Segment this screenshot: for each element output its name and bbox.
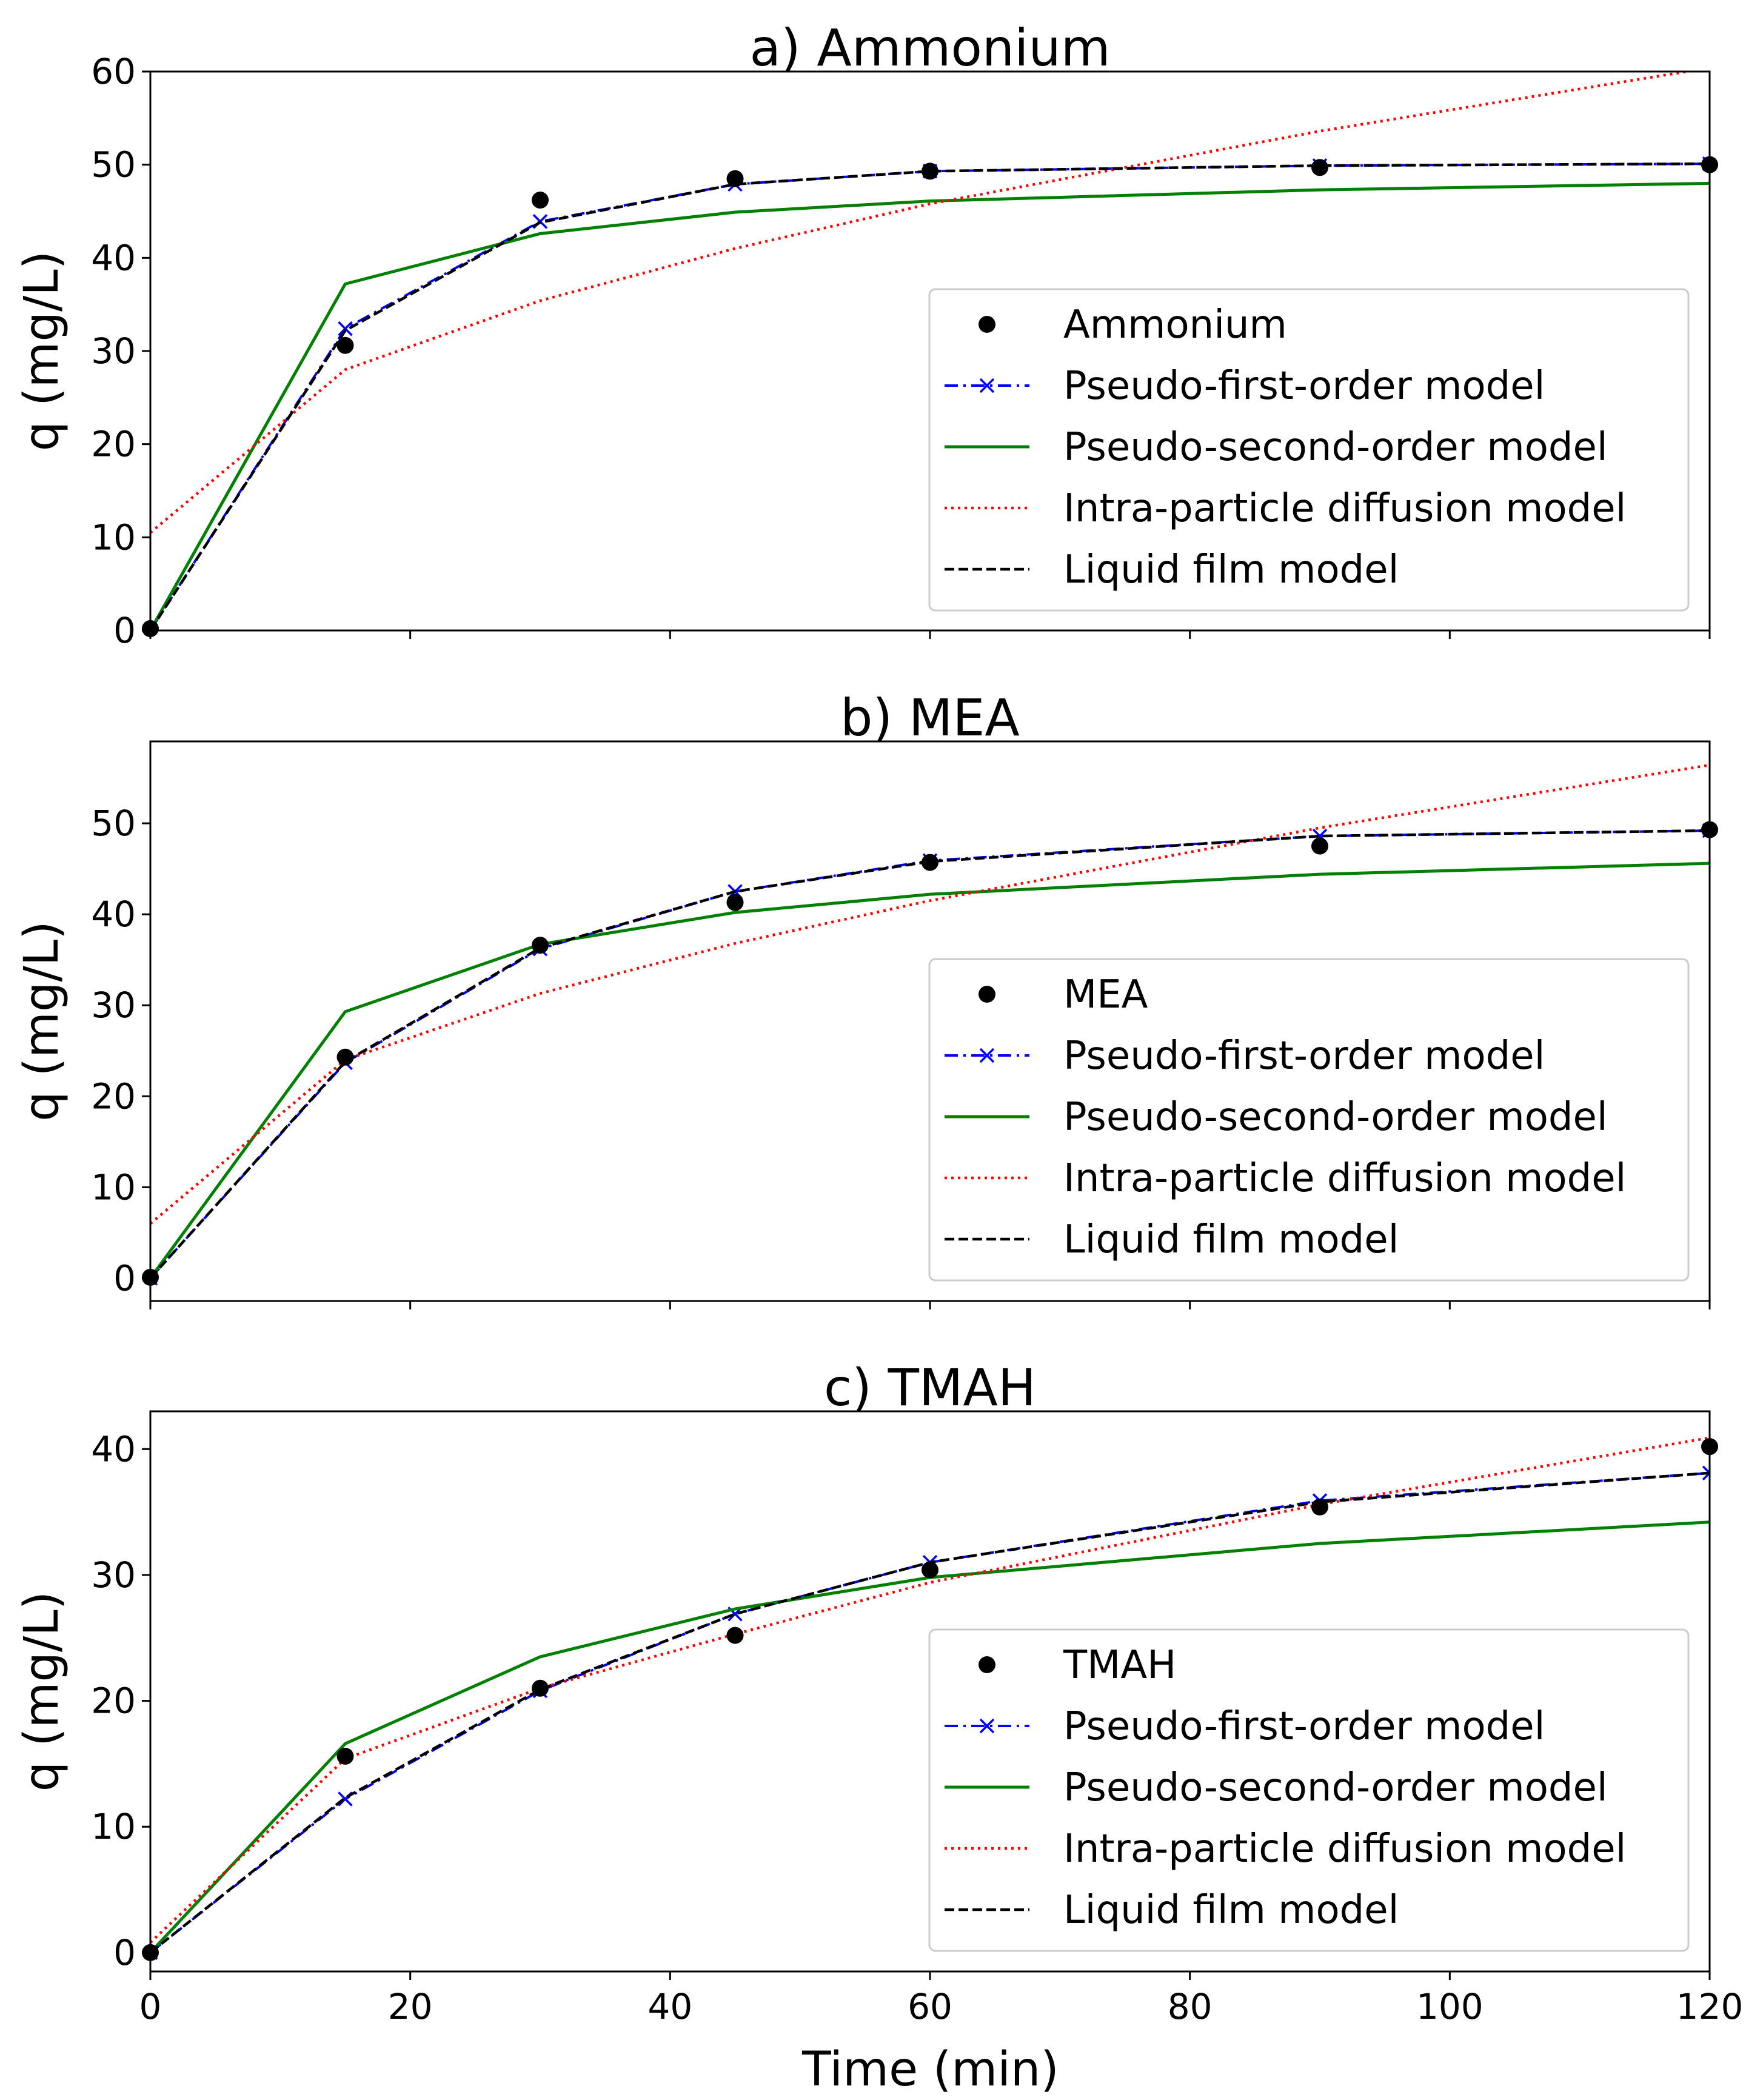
y-tick-label: 20: [91, 424, 136, 465]
data-point: [726, 1627, 744, 1644]
y-tick-label: 10: [91, 1166, 136, 1208]
panel-1: a) Ammonium 0 10 20 30 40 50 60 q (mg/L) Ammonium…: [15, 18, 1718, 651]
data-point: [532, 937, 549, 954]
y-tick-label: 40: [91, 237, 136, 278]
x-tick-label: 0: [139, 1986, 162, 2027]
y-tick-label: 20: [91, 1680, 136, 1722]
y-axis-label: q (mg/L): [15, 921, 69, 1121]
legend-label-ammonium: Ammonium: [1063, 303, 1287, 347]
legend-label-pseudo-second-order-model: Pseudo-second-order model: [1063, 1765, 1608, 1810]
series-line-pseudo-second-order-model: [150, 1520, 1710, 1954]
marker-pseudo-first-order-model: [338, 321, 353, 336]
legend-label-intra-particle-diffusion-model: Intra-particle diffusion model: [1063, 486, 1626, 531]
data-point: [1311, 837, 1328, 855]
legend-label-intra-particle-diffusion-model: Intra-particle diffusion model: [1063, 1156, 1626, 1201]
series-line-pseudo-second-order-model: [150, 861, 1710, 1279]
legend-label-liquid-film-model: Liquid film model: [1063, 547, 1399, 592]
legend: MEA Pseudo-first-order model Pseudo-second…: [928, 958, 1690, 1282]
data-point: [336, 336, 354, 354]
y-tick-label: 50: [91, 144, 136, 186]
legend-label-pseudo-second-order-model: Pseudo-second-order model: [1063, 425, 1608, 470]
legend-handle-tmah: [979, 1656, 995, 1673]
series-line-intra-particle-diffusion-model: [150, 72, 1696, 534]
y-axis-label: q (mg/L): [15, 251, 69, 451]
y-tick-label: 10: [91, 517, 136, 558]
y-tick-label: 10: [91, 1806, 136, 1847]
y-axis-label: q (mg/L): [15, 1591, 69, 1791]
panel-title: b) MEA: [840, 688, 1020, 747]
legend-label-tmah: TMAH: [1063, 1643, 1176, 1688]
x-tick-label: 60: [908, 1986, 952, 2027]
data-point: [532, 1679, 549, 1697]
legend-handle-mea: [979, 986, 995, 1003]
axes-frame: [149, 1410, 1711, 1973]
y-tick-label: 30: [91, 985, 136, 1026]
data-point: [336, 1048, 354, 1066]
legend-label-intra-particle-diffusion-model: Intra-particle diffusion model: [1063, 1827, 1626, 1871]
data-point: [726, 170, 744, 187]
y-tick-label: 30: [91, 1554, 136, 1596]
data-point: [922, 854, 938, 871]
legend-handle-ammonium: [979, 316, 995, 333]
series-line-liquid-film-model: [150, 829, 1710, 1279]
legend-label-liquid-film-model: Liquid film model: [1063, 1888, 1399, 1933]
legend-label-mea: MEA: [1063, 972, 1148, 1017]
y-tick-label: 0: [113, 610, 136, 651]
y-tick-label: 60: [91, 51, 136, 92]
data-point: [726, 894, 744, 911]
series-line-pseudo-second-order-model: [150, 181, 1710, 630]
axes-frame: [149, 70, 1711, 632]
x-tick-label: 40: [647, 1986, 692, 2027]
data-point: [1311, 159, 1328, 176]
legend: TMAH Pseudo-first-order model Pseudo-secon…: [928, 1628, 1690, 1952]
y-tick-label: 50: [91, 803, 136, 844]
panel-2: b) MEA 0 10 20 30 40 50 q (mg/L) MEA Pseudo-first…: [15, 688, 1718, 1309]
y-tick-label: 0: [113, 1932, 136, 1973]
data-point: [532, 192, 549, 209]
data-point: [922, 1561, 938, 1579]
legend-label-pseudo-second-order-model: Pseudo-second-order model: [1063, 1095, 1608, 1140]
y-tick-label: 0: [113, 1257, 136, 1299]
x-tick-label: 120: [1676, 1986, 1744, 2027]
y-tick-label: 40: [91, 1428, 136, 1470]
legend-frame: [928, 958, 1690, 1282]
legend-marker-pseudo-first-order-model: [979, 1718, 995, 1734]
data-point: [336, 1747, 354, 1765]
panel-3: c) TMAH 0 10 20 30 40 0 20 40 60 80 100 120 q (mg/L) T…: [15, 1358, 1743, 2027]
y-tick-label: 20: [91, 1075, 136, 1117]
marker-pseudo-first-order-model: [1702, 1465, 1710, 1480]
axes-frame: [149, 740, 1711, 1302]
x-tick-label: 80: [1168, 1986, 1213, 2027]
x-tick-label: 100: [1416, 1986, 1484, 2027]
data-point: [922, 162, 938, 180]
legend-label-pseudo-first-order-model: Pseudo-first-order model: [1063, 1034, 1545, 1078]
series-line-liquid-film-model: [150, 162, 1710, 630]
legend-marker-pseudo-first-order-model: [979, 1048, 995, 1063]
panel-title: c) TMAH: [824, 1358, 1036, 1417]
x-tick-label: 20: [388, 1986, 433, 2027]
legend-frame: [928, 1628, 1690, 1952]
legend-label-pseudo-first-order-model: Pseudo-first-order model: [1063, 1704, 1545, 1749]
legend-label-pseudo-first-order-model: Pseudo-first-order model: [1063, 364, 1545, 409]
y-tick-label: 40: [91, 894, 136, 935]
y-tick-label: 30: [91, 330, 136, 372]
legend-frame: [928, 288, 1690, 612]
legend: Ammonium Pseudo-first-order model Pseudo-s…: [928, 288, 1690, 612]
panel-title: a) Ammonium: [749, 18, 1110, 78]
data-point: [1311, 1498, 1328, 1516]
legend-marker-pseudo-first-order-model: [979, 378, 995, 393]
legend-label-liquid-film-model: Liquid film model: [1063, 1217, 1399, 1262]
x-axis-label: Time (min): [801, 2042, 1059, 2097]
